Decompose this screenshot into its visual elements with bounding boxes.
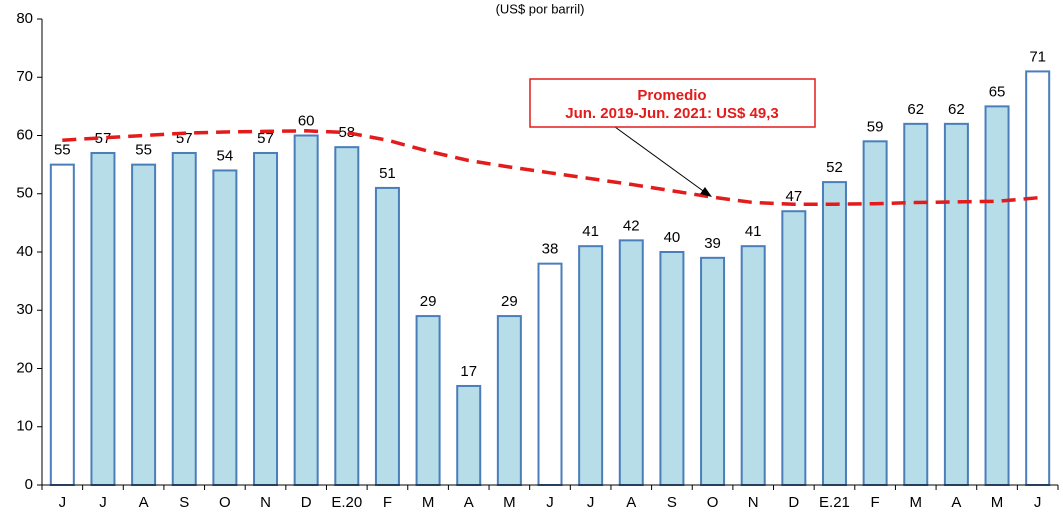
data-label: 57 [95,130,112,147]
x-tick-label: N [260,494,271,511]
data-label: 55 [135,142,152,159]
y-tick-label: 70 [16,68,33,85]
bar [496,315,522,487]
y-tick-label: 30 [16,301,33,318]
bar [618,239,644,486]
bar [212,169,238,486]
x-tick-label: A [951,494,961,511]
data-label: 40 [664,229,681,246]
bar [821,181,847,486]
bar [131,163,157,486]
x-tick-label: O [219,494,231,511]
y-tick-label: 80 [16,10,33,27]
bar [293,134,319,486]
x-tick-label: O [707,494,719,511]
y-tick-label: 40 [16,243,33,260]
data-label: 58 [338,124,355,141]
bar [537,262,563,486]
x-tick-label: D [301,494,312,511]
bar [334,146,360,486]
bar [740,245,766,486]
x-tick-label: J [59,494,67,511]
data-label: 57 [257,130,274,147]
x-tick-label: E.21 [819,494,850,511]
data-label: 65 [989,83,1006,100]
bar [578,245,604,486]
y-tick-label: 20 [16,359,33,376]
bar [862,140,888,486]
data-label: 60 [298,112,315,129]
data-label: 39 [704,235,721,252]
y-tick-label: 10 [16,418,33,435]
data-label: 29 [420,293,437,310]
annotation-arrow [614,126,707,194]
data-label: 42 [623,217,640,234]
data-label: 41 [582,223,599,240]
x-tick-label: S [179,494,189,511]
annotation-arrowhead [700,187,712,197]
y-tick-label: 0 [25,476,33,493]
x-tick-label: S [667,494,677,511]
data-label: 55 [54,142,71,159]
data-label: 54 [217,147,234,164]
x-tick-label: J [1034,494,1042,511]
bar [90,151,116,486]
data-label: 52 [826,159,843,176]
bar [253,151,279,486]
bar [49,163,75,486]
bar [659,251,685,486]
x-tick-label: A [139,494,149,511]
x-tick-label: E.20 [331,494,362,511]
data-label: 59 [867,118,884,135]
data-label: 62 [948,101,965,118]
bar [943,122,969,486]
data-label: 38 [542,241,559,258]
x-tick-label: F [383,494,392,511]
data-label: 62 [907,101,924,118]
x-tick-label: N [748,494,759,511]
annotation-title: Promedio [637,87,706,104]
bar [1025,70,1051,487]
average-line [62,129,1038,206]
bar [171,151,197,486]
data-label: 51 [379,165,396,182]
bar [415,315,441,487]
bar [984,105,1010,486]
x-tick-label: A [626,494,636,511]
bar [781,210,807,486]
bar [456,384,482,487]
data-label: 47 [785,188,802,205]
bar [903,122,929,486]
x-tick-label: M [503,494,516,511]
y-tick-label: 50 [16,185,33,202]
chart-subtitle: (US$ por barril) [496,1,585,16]
annotation-box [529,78,816,128]
annotation-text: Jun. 2019-Jun. 2021: US$ 49,3 [565,105,778,122]
data-label: 17 [460,363,477,380]
bar [374,186,400,487]
data-label: 41 [745,223,762,240]
x-tick-label: D [788,494,799,511]
x-tick-label: J [546,494,554,511]
x-tick-label: M [991,494,1004,511]
x-tick-label: M [422,494,435,511]
x-tick-label: M [910,494,923,511]
x-tick-label: F [871,494,880,511]
data-label: 29 [501,293,518,310]
bar [700,256,726,487]
data-label: 71 [1029,48,1046,65]
x-tick-label: A [464,494,474,511]
y-tick-label: 60 [16,126,33,143]
x-tick-label: J [99,494,107,511]
x-tick-label: J [587,494,595,511]
